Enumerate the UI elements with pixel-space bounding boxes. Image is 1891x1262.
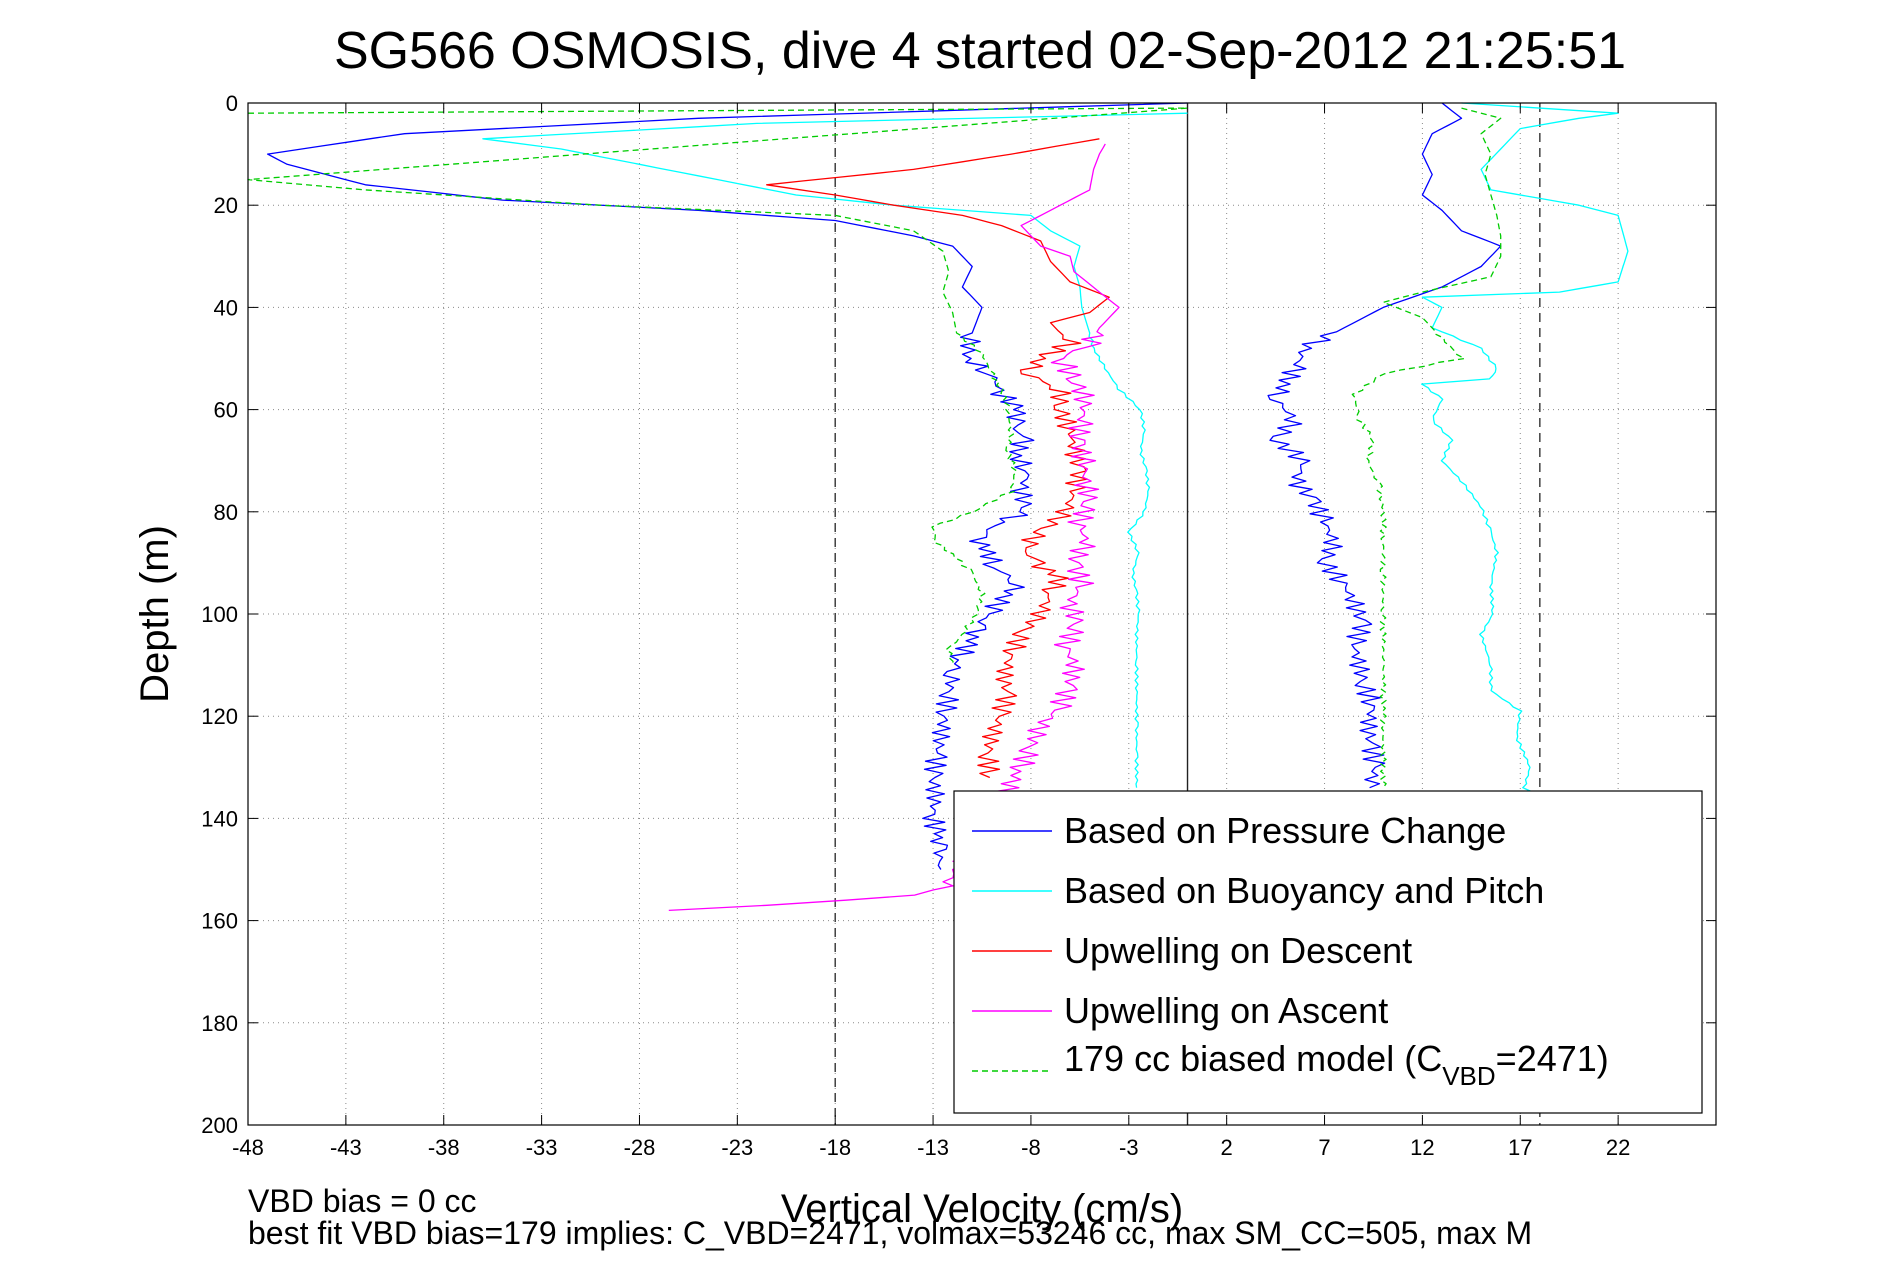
- x-tick-label: -23: [721, 1135, 753, 1160]
- legend-model-suffix: =2471): [1496, 1038, 1609, 1079]
- y-tick-label: 140: [201, 806, 238, 831]
- y-tick-label: 40: [214, 295, 238, 320]
- x-tick-label: -8: [1021, 1135, 1041, 1160]
- series-upwelling-ascent: [668, 143, 1120, 912]
- legend: Based on Pressure Change Based on Buoyan…: [953, 790, 1703, 1114]
- legend-label-buoyancy: Based on Buoyancy and Pitch: [1064, 870, 1544, 911]
- x-tick-label: 17: [1508, 1135, 1532, 1160]
- x-tick-label: -3: [1119, 1135, 1139, 1160]
- series-pressure-change: [266, 102, 1188, 870]
- y-tick-label: 20: [214, 193, 238, 218]
- legend-label-model: 179 cc biased model (CVBD=2471): [1064, 1038, 1609, 1091]
- legend-label-pressure: Based on Pressure Change: [1064, 810, 1506, 851]
- x-tick-label: -18: [819, 1135, 851, 1160]
- legend-box: [953, 790, 1703, 1114]
- series-buoyancy-pitch: [482, 112, 1188, 788]
- x-tick-label: -33: [526, 1135, 558, 1160]
- grid-lines: [247, 102, 1716, 1126]
- axis-ticks: -48 -43 -38 -33 -28 -23 -18 -13 -8 -3 2 7 12 17 22 0 20 4…: [201, 91, 1716, 1160]
- legend-model-prefix: 179 cc biased model (C: [1064, 1038, 1442, 1079]
- x-tick-label: 7: [1318, 1135, 1330, 1160]
- y-tick-label: 0: [226, 91, 238, 116]
- series-layer: [247, 102, 1629, 912]
- note-line-1: VBD bias = 0 cc: [248, 1183, 477, 1219]
- y-tick-label: 120: [201, 704, 238, 729]
- x-tick-label: -38: [428, 1135, 460, 1160]
- y-tick-label: 100: [201, 602, 238, 627]
- x-tick-label: -28: [624, 1135, 656, 1160]
- x-tick-label: -43: [330, 1135, 362, 1160]
- y-tick-label: 60: [214, 398, 238, 423]
- legend-model-subscript: VBD: [1442, 1061, 1495, 1091]
- series-pressure-change-right: [1267, 102, 1502, 789]
- x-tick-label: 2: [1221, 1135, 1233, 1160]
- note-line-2: best fit VBD bias=179 implies: C_VBD=247…: [248, 1215, 1532, 1251]
- x-tick-label: -48: [232, 1135, 264, 1160]
- chart-title: SG566 OSMOSIS, dive 4 started 02-Sep-201…: [334, 22, 1626, 80]
- y-tick-label: 160: [201, 909, 238, 934]
- y-tick-label: 80: [214, 500, 238, 525]
- x-tick-label: 12: [1410, 1135, 1434, 1160]
- y-axis-label: Depth (m): [133, 525, 177, 703]
- series-biased-model-right: [1351, 107, 1502, 789]
- series-buoyancy-pitch-right: [1420, 102, 1629, 799]
- legend-label-descent: Upwelling on Descent: [1064, 930, 1412, 971]
- legend-label-ascent: Upwelling on Ascent: [1064, 990, 1388, 1031]
- y-tick-label: 200: [201, 1113, 238, 1138]
- y-tick-label: 180: [201, 1011, 238, 1036]
- x-axis-label: Vertical Velocity (cm/s): [781, 1187, 1183, 1231]
- x-tick-label: 22: [1606, 1135, 1630, 1160]
- series-biased-model: [247, 107, 1189, 666]
- x-tick-label: -13: [917, 1135, 949, 1160]
